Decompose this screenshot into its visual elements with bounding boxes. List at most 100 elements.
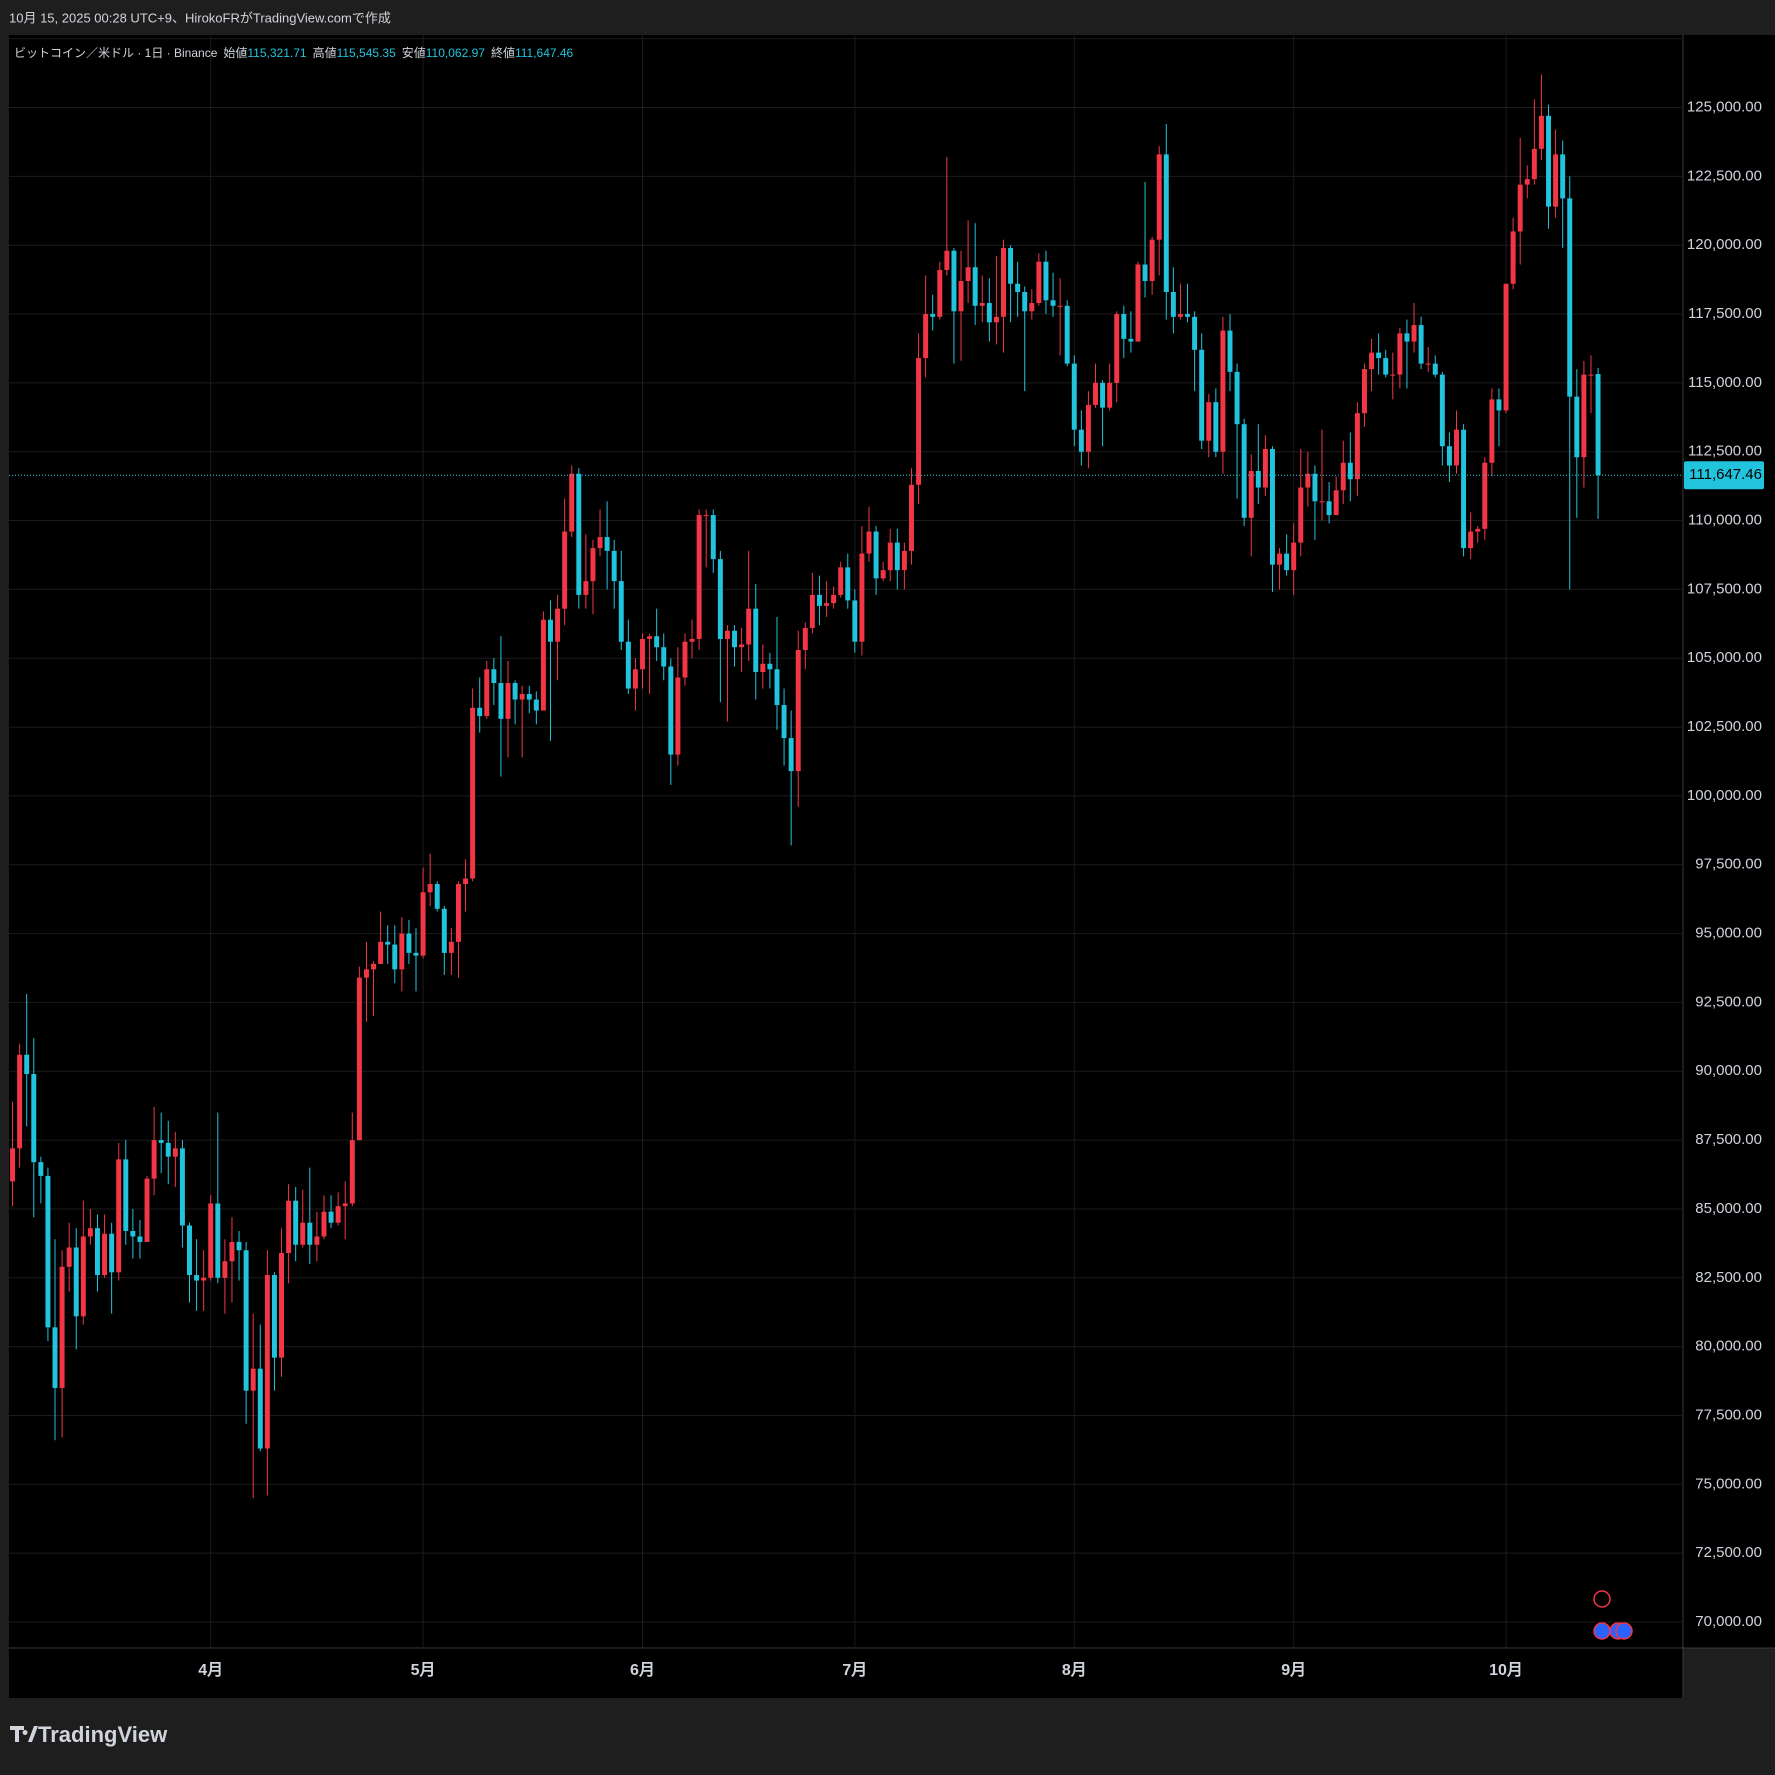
candle-body [1595,374,1601,476]
event-icons [1593,1590,1633,1640]
candle-body [371,963,377,970]
y-tick-label: 120,000.00 [1687,236,1762,253]
y-tick-label: 77,500.00 [1695,1406,1762,1423]
y-tick-label: 122,500.00 [1687,167,1762,184]
candle-body [972,267,978,306]
candle-body [901,550,907,571]
candle-body [1397,333,1403,375]
candle-body [739,644,745,648]
candle-body [1305,473,1311,488]
candle-body [1546,115,1551,207]
y-tick-label: 75,000.00 [1695,1475,1762,1492]
legend-field-label: 高値 [313,45,337,60]
candle-body [1085,404,1091,452]
candle-body [1107,382,1113,408]
legend: ビットコイン／米ドル · 1日 · Binance 始値115,321.71 高値1… [14,45,574,60]
candle-body [194,1275,200,1281]
y-tick-label: 80,000.00 [1695,1338,1762,1355]
candle-body [625,641,631,689]
candle-body [413,952,419,956]
candle-body [1093,382,1098,405]
candle-body [1362,369,1367,414]
y-tick-label: 87,500.00 [1695,1131,1762,1148]
candle-body [597,537,603,549]
candle-body [1156,154,1162,240]
candle-body [434,884,440,909]
candle-body [788,738,794,772]
candle-body [441,908,447,953]
y-tick-label: 95,000.00 [1695,925,1762,942]
candle-body [491,669,497,684]
candle-body [1050,300,1056,306]
candle-body [385,941,391,945]
y-tick-label: 105,000.00 [1687,649,1762,666]
candle-body [937,269,943,317]
legend-field-label: 終値 [491,45,515,60]
candle-body [463,878,469,885]
candle-body [781,705,787,739]
plot [9,35,1683,1648]
candle-body [144,1178,150,1242]
candle-body [73,1247,79,1317]
candle-body [342,1203,348,1207]
candle-body [576,473,582,595]
candle-body [908,484,914,551]
candle-body [116,1159,122,1273]
x-tick-label: 6月 [630,1661,655,1679]
legend-field-value: 115,321.71 [247,46,306,60]
candle-body [1255,470,1261,488]
candle-body [123,1159,129,1231]
candle-body [392,944,398,970]
candle-body [321,1211,327,1237]
candle-body [1326,501,1332,516]
candle-body [1199,349,1205,441]
candle-body [1248,470,1254,518]
candle-body [1185,314,1191,317]
candle-body [1262,448,1268,488]
y-tick-label: 97,500.00 [1695,856,1762,873]
candle-body [222,1261,228,1278]
candle-body [519,694,525,700]
candle-body [1496,399,1502,411]
candle-body [208,1203,214,1278]
candle-body [512,683,518,700]
candle-body [17,1054,23,1149]
candle-body [314,1236,320,1245]
candle-body [1227,330,1233,372]
candle-body [187,1225,192,1276]
candle-body [498,683,504,719]
candle-body [845,567,851,601]
candle-body [555,608,561,642]
candle-body [640,638,645,670]
y-tick-label: 125,000.00 [1687,98,1762,115]
candle-body [215,1203,221,1278]
candle-body [1489,399,1495,463]
candle-body [307,1222,313,1245]
candle-body [526,694,532,700]
candle-body [87,1228,93,1237]
candle-body [1319,501,1325,503]
candle-body [1121,314,1127,339]
y-tick-label: 82,500.00 [1695,1269,1762,1286]
candle-body [1241,424,1247,518]
candle-body [1234,371,1240,425]
y-tick-label: 85,000.00 [1695,1200,1762,1217]
candle-body [1553,154,1559,207]
candle-body [1291,542,1297,571]
candle-body [774,669,780,706]
candle-body [335,1206,341,1223]
candle-body [1206,402,1212,441]
candle-body [1560,154,1566,199]
candle-body [1531,148,1537,180]
candle-body [1192,316,1198,350]
candle-body [243,1250,249,1391]
time-axis [9,1648,1683,1698]
candle-body [10,1148,16,1182]
candle-body [951,250,957,312]
x-tick-label: 5月 [411,1661,436,1679]
candle-body [1567,198,1573,397]
candle-body [1369,352,1375,370]
candle-body [1043,261,1049,301]
candle-body [880,570,886,579]
